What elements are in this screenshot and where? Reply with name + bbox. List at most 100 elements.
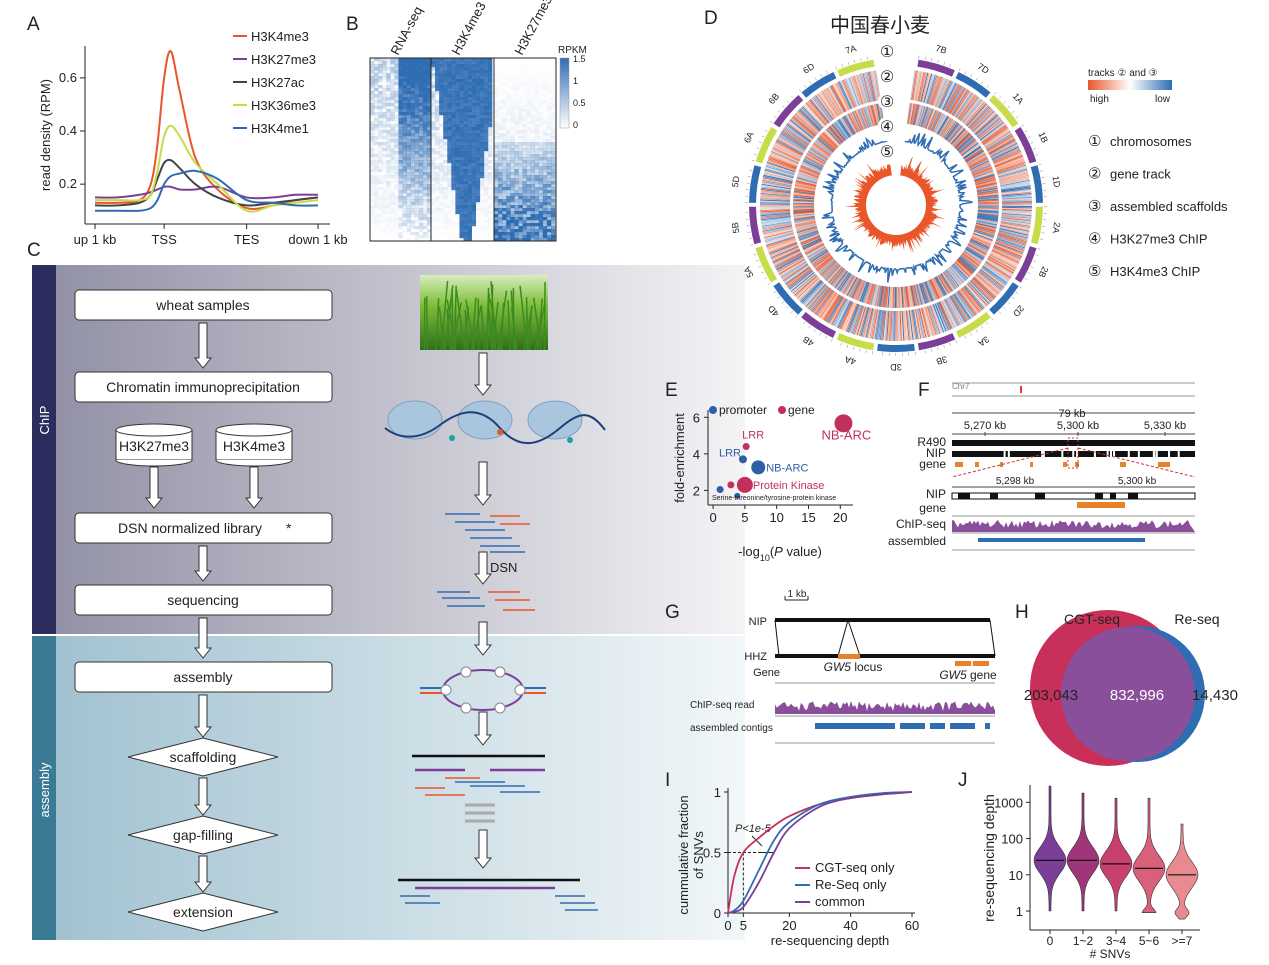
track-line	[793, 192, 815, 197]
track-line	[999, 178, 1030, 186]
heatmap-cell	[443, 184, 447, 187]
track-line	[975, 180, 997, 187]
heatmap-cell	[534, 208, 540, 212]
heatmap-cell	[550, 127, 556, 131]
heatmap-cell	[455, 97, 460, 101]
heatmap-cell	[422, 73, 428, 77]
track-line	[793, 190, 815, 195]
heatmap-cell	[443, 199, 447, 202]
heatmap-cell	[390, 181, 395, 185]
heatmap-cell	[398, 172, 403, 176]
heatmap-cell	[526, 163, 531, 167]
track-line	[939, 274, 952, 293]
heatmap-cell	[542, 172, 548, 176]
heatmap-cell	[426, 181, 432, 185]
track-line	[959, 139, 977, 154]
heatmap-cell	[443, 112, 448, 116]
heatmap-cell	[467, 145, 472, 149]
legend-label: gene track	[1110, 167, 1171, 182]
chromosome-label: 4B	[801, 334, 816, 348]
heatmap-cell	[435, 172, 440, 176]
heatmap-cell	[506, 76, 510, 79]
track-line	[952, 129, 968, 146]
heatmap-cell	[542, 151, 548, 155]
track-line	[826, 127, 842, 145]
track-number: ③	[880, 94, 894, 111]
heatmap-cell	[467, 205, 472, 209]
heatmap-cell	[502, 157, 507, 161]
heatmap-cell	[483, 181, 489, 185]
heatmap-cell	[374, 103, 379, 107]
heatmap-cell	[518, 214, 523, 218]
track-line	[829, 125, 845, 143]
heatmap-cell	[530, 220, 535, 224]
track-line	[763, 174, 793, 183]
heatmap-cell	[455, 181, 460, 185]
track-line	[815, 139, 833, 154]
heatmap-cell	[435, 70, 440, 74]
heatmap-cell	[374, 85, 379, 89]
heatmap-cell	[526, 172, 531, 176]
number-bg	[878, 142, 896, 160]
point	[736, 476, 753, 493]
heatmap-cell	[370, 100, 375, 104]
heatmap-cell	[402, 70, 407, 74]
heatmap-cell	[455, 235, 459, 238]
heatmap-cell	[459, 214, 464, 218]
track-line	[798, 109, 821, 132]
track-line	[793, 211, 815, 215]
track-line	[859, 73, 869, 103]
heatmap-cell	[374, 97, 379, 101]
heatmap-cell	[518, 229, 523, 233]
arrow	[244, 466, 264, 509]
track-line	[965, 247, 984, 260]
track-line	[986, 258, 1014, 275]
set-label: Re-seq	[1174, 611, 1219, 627]
heatmap-cell	[443, 154, 448, 158]
heatmap-cell	[398, 223, 403, 227]
scale-tick	[852, 346, 855, 350]
heatmap-cell	[431, 133, 436, 137]
track-line	[791, 117, 815, 138]
heatmap-cell	[451, 97, 456, 101]
scale-tick	[981, 81, 984, 85]
heatmap-cell	[534, 190, 540, 194]
panel-label: J	[958, 770, 968, 791]
heatmap-cell	[506, 163, 511, 167]
heatmap-cell	[414, 154, 420, 158]
heatmap-cell	[538, 229, 544, 233]
heatmap-cell	[439, 223, 443, 226]
heatmap-cell	[435, 133, 440, 137]
heatmap-cell	[459, 154, 464, 158]
track-line	[811, 252, 830, 266]
track-line	[984, 262, 1010, 281]
track-line	[971, 235, 992, 245]
heatmap-cell	[487, 121, 493, 125]
track-line	[861, 307, 871, 337]
heatmap-cell	[502, 121, 507, 125]
heatmap-cell	[447, 166, 452, 170]
heatmap-cell	[483, 97, 489, 101]
track-line	[976, 221, 997, 227]
track-line	[772, 146, 801, 160]
track-line	[820, 293, 839, 319]
heatmap-cell	[447, 133, 452, 137]
track-line	[852, 305, 864, 335]
track-line	[873, 70, 880, 101]
track-line	[924, 306, 935, 336]
track-line	[762, 179, 792, 187]
heatmap-cell	[382, 91, 387, 95]
heatmap-cell	[459, 181, 464, 185]
track-line	[770, 152, 799, 165]
y-axis-label: re-sequencing depth	[981, 794, 997, 922]
track-line	[931, 304, 943, 333]
step-box	[74, 289, 333, 321]
chromosome	[755, 126, 778, 164]
heatmap-cell	[551, 67, 555, 70]
track-line	[796, 111, 820, 133]
track-line	[786, 123, 812, 143]
heatmap-cell	[498, 103, 502, 106]
colorbar-tick: 0	[573, 120, 578, 130]
heatmap-cell	[467, 154, 472, 158]
scale-tick	[1015, 291, 1019, 294]
